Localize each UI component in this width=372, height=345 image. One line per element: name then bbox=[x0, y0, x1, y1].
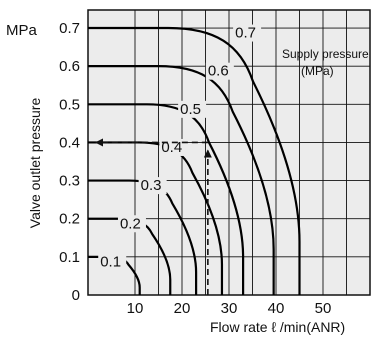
curve-label-bg bbox=[205, 62, 234, 80]
curve-label: 0.6 bbox=[208, 63, 229, 80]
curve-0.7 bbox=[88, 26, 301, 295]
curve-label: 0.7 bbox=[235, 25, 256, 42]
y-tick-label: 0.5 bbox=[59, 96, 80, 113]
curve-0.6 bbox=[88, 65, 275, 295]
curve-0.4 bbox=[88, 141, 224, 295]
curves bbox=[88, 26, 301, 295]
y-tick-label: 0 bbox=[72, 287, 80, 304]
x-tick-label: 40 bbox=[268, 300, 285, 317]
curve-label: 0.1 bbox=[100, 253, 121, 270]
curve-labels: 0.1 0.2 0.3 0.4 0.5 0.6 0.7 bbox=[98, 24, 262, 271]
curve-label-bg bbox=[117, 215, 146, 233]
curve-label: 0.2 bbox=[120, 215, 141, 232]
curve-label: 0.3 bbox=[141, 177, 162, 194]
example-lookup bbox=[95, 138, 212, 295]
y-axis-title: Valve outlet pressure bbox=[27, 98, 43, 229]
y-tick-label: 0.2 bbox=[59, 211, 80, 228]
y-tick-labels: 0 0.1 0.2 0.3 0.4 0.5 0.6 0.7 bbox=[59, 20, 80, 304]
y-tick-label: 0.3 bbox=[59, 173, 80, 190]
x-tick-label: 20 bbox=[174, 300, 191, 317]
legend-unit: (MPa) bbox=[301, 64, 334, 78]
x-tick-label: 50 bbox=[315, 300, 332, 317]
curve-label: 0.5 bbox=[180, 101, 201, 118]
y-tick-label: 0.1 bbox=[59, 249, 80, 266]
curve-label: 0.4 bbox=[161, 139, 182, 156]
y-tick-label: 0.7 bbox=[59, 20, 80, 37]
legend: Supply pressure (MPa) bbox=[282, 47, 369, 78]
curve-label-bg bbox=[178, 100, 207, 118]
y-tick-label: 0.4 bbox=[59, 134, 80, 151]
y-axis-unit: MPa bbox=[6, 22, 38, 39]
x-axis-title: Flow rate ℓ /min(ANR) bbox=[210, 319, 345, 335]
x-tick-label: 10 bbox=[127, 300, 144, 317]
x-tick-label: 30 bbox=[221, 300, 238, 317]
curve-label-bg bbox=[138, 177, 167, 195]
curve-label-bg bbox=[233, 24, 262, 42]
curve-label-bg bbox=[98, 253, 127, 271]
x-tick-labels: 10 20 30 40 50 bbox=[127, 300, 332, 317]
y-tick-label: 0.6 bbox=[59, 58, 80, 75]
legend-title: Supply pressure bbox=[282, 47, 369, 61]
curve-0.5 bbox=[88, 103, 245, 295]
